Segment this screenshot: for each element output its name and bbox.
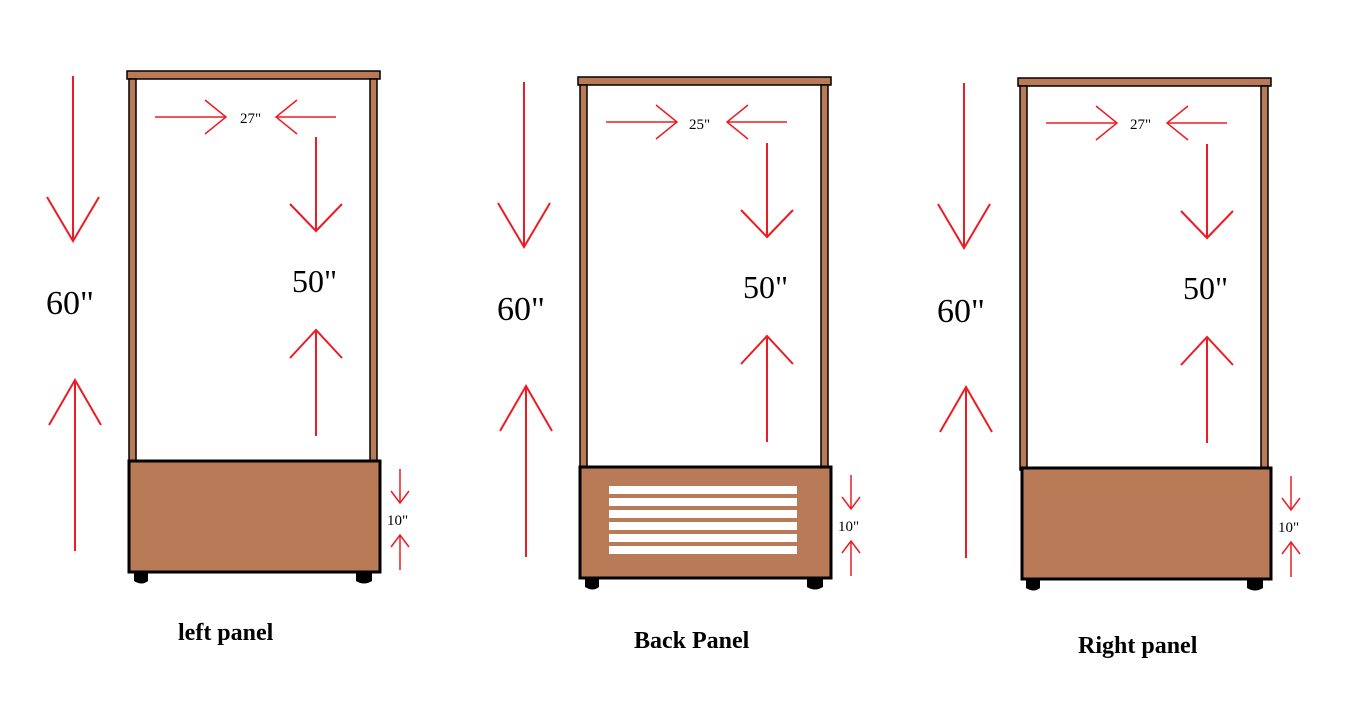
opening-arrow-top bbox=[1180, 144, 1234, 240]
right-foot bbox=[807, 578, 823, 590]
vent-grille bbox=[609, 486, 797, 554]
vent-slat bbox=[609, 510, 797, 518]
opening-height-label: 50" bbox=[1183, 270, 1228, 306]
base-box bbox=[127, 459, 382, 574]
back-panel: 60" 25" 50" 10" Back Panel bbox=[497, 76, 861, 654]
vent-slat bbox=[609, 522, 797, 530]
panel-caption: Back Panel bbox=[634, 628, 750, 654]
right-foot bbox=[1247, 579, 1263, 591]
panel-caption: Right panel bbox=[1078, 633, 1198, 659]
right-post bbox=[820, 84, 829, 470]
right-post bbox=[369, 78, 378, 464]
base-arrow-bottom bbox=[1281, 540, 1301, 577]
width-arrow-right bbox=[1165, 105, 1227, 141]
height-arrow-bottom bbox=[499, 384, 553, 557]
base-arrow-bottom bbox=[390, 533, 410, 570]
left-foot bbox=[134, 572, 148, 584]
opening-height-label: 50" bbox=[743, 269, 788, 305]
opening-arrow-top bbox=[740, 143, 794, 239]
width-arrow-left bbox=[155, 99, 228, 135]
width-label: 27" bbox=[1130, 117, 1151, 133]
opening-arrow-bottom bbox=[740, 334, 794, 442]
right-foot bbox=[356, 572, 372, 584]
opening-arrow-bottom bbox=[1180, 335, 1234, 443]
width-arrow-left bbox=[1046, 105, 1119, 141]
height-label: 60" bbox=[497, 291, 545, 328]
top-rail bbox=[126, 70, 381, 80]
opening-height-label: 50" bbox=[292, 263, 337, 299]
left-panel: 60" 27" 50" 10" left bbox=[46, 70, 410, 646]
left-post bbox=[1019, 85, 1028, 471]
base-arrow-top bbox=[841, 475, 861, 511]
top-rail bbox=[577, 76, 832, 86]
width-label: 27" bbox=[240, 111, 261, 127]
vent-slat bbox=[609, 486, 797, 494]
height-label: 60" bbox=[46, 285, 94, 322]
panel-caption: left panel bbox=[178, 620, 274, 646]
height-arrow-bottom bbox=[48, 378, 102, 551]
base-height-label: 10" bbox=[387, 513, 408, 529]
base-arrow-top bbox=[390, 469, 410, 505]
height-arrow-top bbox=[937, 83, 991, 250]
base-arrow-top bbox=[1281, 476, 1301, 512]
height-label: 60" bbox=[937, 293, 985, 330]
base-height-label: 10" bbox=[838, 519, 859, 535]
height-arrow-bottom bbox=[939, 385, 993, 558]
width-arrow-right bbox=[725, 104, 787, 140]
vent-slat bbox=[609, 534, 797, 542]
base-arrow-bottom bbox=[841, 539, 861, 576]
height-arrow-top bbox=[497, 82, 551, 249]
vent-slat bbox=[609, 498, 797, 506]
left-post bbox=[579, 84, 588, 470]
opening-arrow-top bbox=[289, 137, 343, 233]
height-arrow-top bbox=[46, 76, 100, 243]
left-post bbox=[128, 78, 137, 464]
left-foot bbox=[1026, 579, 1040, 591]
vent-slat bbox=[609, 546, 797, 554]
width-arrow-left bbox=[606, 104, 679, 140]
top-rail bbox=[1017, 77, 1272, 87]
right-panel: 60" 27" 50" 10" Right panel bbox=[937, 77, 1301, 659]
width-arrow-right bbox=[274, 99, 336, 135]
width-label: 25" bbox=[689, 117, 710, 133]
base-height-label: 10" bbox=[1278, 520, 1299, 536]
right-post bbox=[1260, 85, 1269, 471]
left-foot bbox=[585, 578, 599, 590]
base-box bbox=[1020, 466, 1273, 581]
opening-arrow-bottom bbox=[289, 328, 343, 436]
